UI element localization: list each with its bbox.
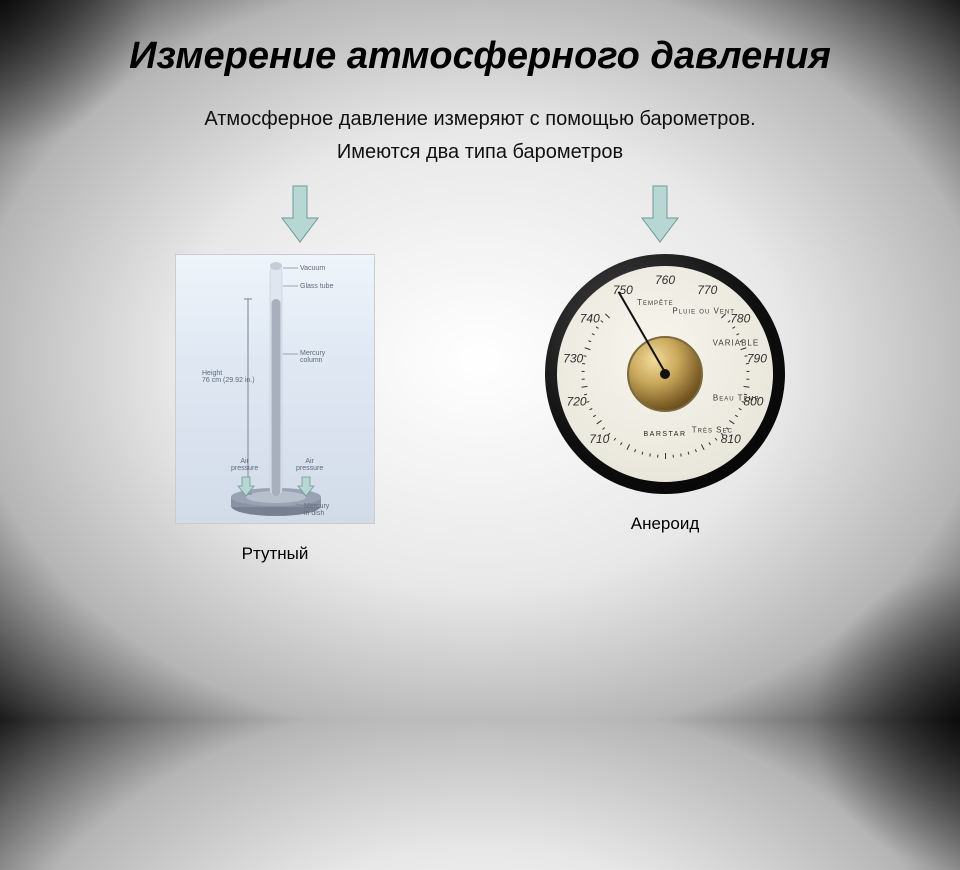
arrow-down-left-icon: [280, 184, 320, 244]
arrow-down-right-icon: [640, 184, 680, 244]
dial-tick: [665, 453, 666, 459]
sub-intro-text: Имеются два типа барометров: [0, 141, 960, 164]
dial-minor-tick: [582, 379, 585, 380]
dial-minor-tick: [715, 438, 718, 441]
dial-tick: [740, 347, 746, 350]
dial-minor-tick: [586, 401, 589, 403]
dial-tick: [729, 420, 734, 424]
aneroid-brand: BARSTAR: [643, 431, 686, 438]
dial-minor-tick: [588, 340, 591, 342]
dial-tick: [701, 444, 705, 450]
dial-tick: [581, 386, 587, 388]
slide: Измерение атмосферного давления Атмосфер…: [0, 0, 960, 720]
mercury-frame: Vacuum Glass tube Mercury column Height …: [175, 254, 375, 524]
dial-number: 730: [563, 351, 583, 365]
arrows-row: [0, 184, 960, 244]
mercury-barometer-figure: Vacuum Glass tube Mercury column Height …: [175, 254, 375, 564]
dial-minor-tick: [593, 415, 596, 417]
dial-minor-tick: [583, 355, 586, 357]
dial-minor-tick: [600, 320, 603, 323]
dial-number: 740: [580, 311, 600, 325]
dial-minor-tick: [736, 333, 739, 335]
dial-minor-tick: [688, 452, 690, 455]
vignette-bottom-right: [810, 570, 960, 870]
dial-word: Beau Temp: [713, 394, 760, 403]
dial-minor-tick: [596, 326, 599, 329]
dial-minor-tick: [582, 363, 585, 364]
dial-minor-tick: [739, 408, 742, 410]
dial-word: VARIABLE: [713, 339, 760, 348]
dial-minor-tick: [680, 453, 682, 456]
dial-minor-tick: [582, 371, 585, 372]
dial-number: 790: [747, 351, 767, 365]
label-glass-tube: Glass tube: [300, 283, 333, 290]
dial-minor-tick: [614, 438, 617, 441]
aneroid-barometer-figure: BARSTAR 71072073074075076077078079080081…: [545, 254, 785, 534]
dial-number: 760: [655, 273, 675, 287]
dial-minor-tick: [657, 455, 658, 458]
label-vacuum: Vacuum: [300, 265, 325, 272]
dial-minor-tick: [673, 455, 674, 458]
dial-number: 720: [567, 395, 587, 409]
mercury-caption: Ртутный: [242, 544, 309, 564]
dial-minor-tick: [708, 442, 710, 445]
mercury-barometer-svg: [176, 254, 374, 524]
aneroid-caption: Анероид: [631, 514, 700, 534]
dial-minor-tick: [746, 379, 749, 380]
aneroid-frame: BARSTAR 71072073074075076077078079080081…: [545, 254, 785, 494]
dial-minor-tick: [735, 415, 738, 417]
dial-minor-tick: [602, 427, 605, 430]
dial-number: 710: [589, 432, 609, 446]
dial-minor-tick: [589, 408, 592, 410]
aneroid-hub: [660, 369, 670, 379]
label-dish: Mercury in dish: [304, 503, 329, 517]
dial-word: Tempête: [637, 298, 674, 307]
dial-tick: [596, 420, 601, 424]
label-air-right: Air pressure: [296, 458, 323, 472]
dial-minor-tick: [620, 442, 622, 445]
figures-row: Vacuum Glass tube Mercury column Height …: [0, 254, 960, 564]
title: Измерение атмосферного давления: [0, 35, 960, 78]
dial-tick: [743, 386, 749, 388]
dial-word: Très Sec: [692, 426, 733, 435]
dial-minor-tick: [732, 326, 735, 329]
dial-minor-tick: [592, 333, 595, 335]
label-height: Height 76 cm (29.92 in.): [202, 370, 255, 384]
intro-text: Атмосферное давление измеряют с помощью …: [0, 108, 960, 131]
dial-tick: [626, 444, 630, 450]
dial-tick: [585, 347, 591, 350]
dial-number: 770: [697, 283, 717, 297]
dial-number: 750: [613, 283, 633, 297]
dial-tick: [605, 314, 610, 319]
dial-minor-tick: [695, 449, 697, 452]
dial-minor-tick: [642, 452, 644, 455]
dial-minor-tick: [746, 371, 749, 372]
dial-minor-tick: [649, 453, 651, 456]
dial-minor-tick: [634, 449, 636, 452]
label-air-left: Air pressure: [231, 458, 258, 472]
dial-word: Pluie ou Vent: [672, 307, 734, 316]
aneroid-face: BARSTAR 71072073074075076077078079080081…: [557, 266, 773, 482]
label-mercury-column: Mercury column: [300, 350, 325, 364]
